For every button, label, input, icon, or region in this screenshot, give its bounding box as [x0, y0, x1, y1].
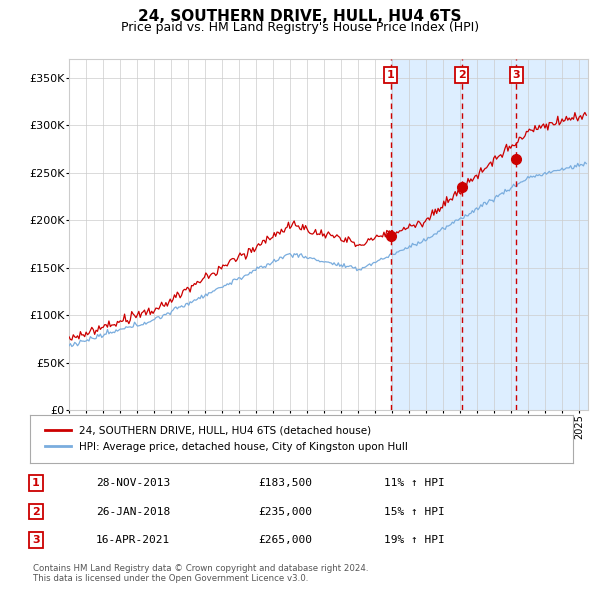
- Text: 11% ↑ HPI: 11% ↑ HPI: [384, 478, 445, 488]
- Text: Contains HM Land Registry data © Crown copyright and database right 2024.
This d: Contains HM Land Registry data © Crown c…: [33, 563, 368, 583]
- Text: 28-NOV-2013: 28-NOV-2013: [96, 478, 170, 488]
- Text: 2: 2: [32, 507, 40, 516]
- Text: 1: 1: [32, 478, 40, 488]
- Text: 19% ↑ HPI: 19% ↑ HPI: [384, 535, 445, 545]
- Text: 2: 2: [458, 70, 466, 80]
- Text: 3: 3: [32, 535, 40, 545]
- Text: 24, SOUTHERN DRIVE, HULL, HU4 6TS: 24, SOUTHERN DRIVE, HULL, HU4 6TS: [138, 9, 462, 24]
- Text: 15% ↑ HPI: 15% ↑ HPI: [384, 507, 445, 516]
- Text: £183,500: £183,500: [258, 478, 312, 488]
- Text: 26-JAN-2018: 26-JAN-2018: [96, 507, 170, 516]
- Legend: 24, SOUTHERN DRIVE, HULL, HU4 6TS (detached house), HPI: Average price, detached: 24, SOUTHERN DRIVE, HULL, HU4 6TS (detac…: [41, 422, 412, 456]
- Text: £265,000: £265,000: [258, 535, 312, 545]
- Text: £235,000: £235,000: [258, 507, 312, 516]
- Text: 1: 1: [387, 70, 395, 80]
- Text: Price paid vs. HM Land Registry's House Price Index (HPI): Price paid vs. HM Land Registry's House …: [121, 21, 479, 34]
- Bar: [391, 59, 588, 410]
- Text: 16-APR-2021: 16-APR-2021: [96, 535, 170, 545]
- Text: 3: 3: [512, 70, 520, 80]
